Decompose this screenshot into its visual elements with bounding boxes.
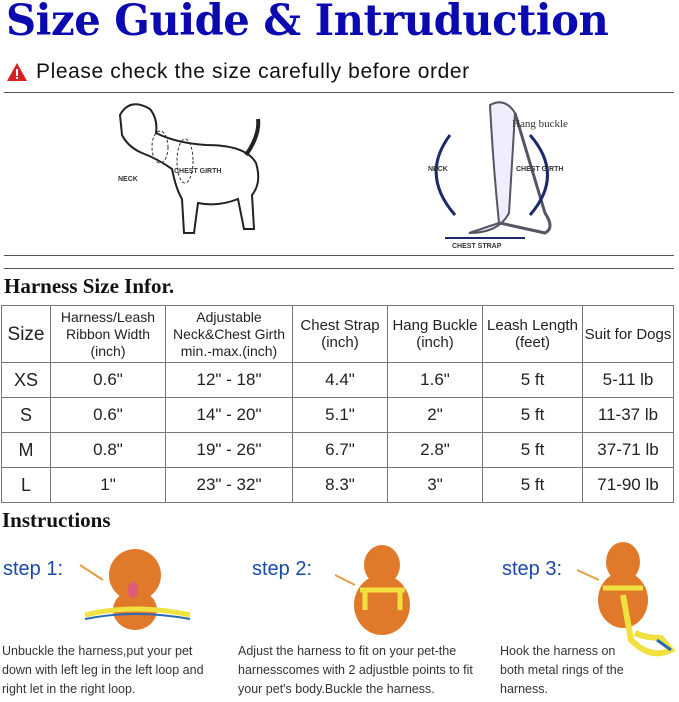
- table-row: L 1" 23" - 32" 8.3" 3" 5 ft 71-90 lb: [1, 467, 674, 503]
- column-header: Size: [1, 305, 51, 363]
- column-header: Chest Strap (inch): [292, 305, 388, 363]
- divider: [4, 92, 674, 93]
- neck-label: NECK: [118, 176, 138, 183]
- table-cell: 2": [387, 397, 483, 433]
- column-header: Suit for Dogs: [582, 305, 674, 363]
- table-cell: 5-11 lb: [582, 362, 674, 398]
- table-cell: 12" - 18": [165, 362, 293, 398]
- table-cell: 71-90 lb: [582, 467, 674, 503]
- table-cell: 0.6": [50, 397, 166, 433]
- divider: [4, 268, 674, 269]
- table-cell: 1": [50, 467, 166, 503]
- table-cell: S: [1, 397, 51, 433]
- table-cell: 19" - 26": [165, 432, 293, 468]
- column-header: Adjustable Neck&Chest Girth min.-max.(in…: [165, 305, 293, 363]
- warning-notice: Please check the size carefully before o…: [6, 60, 470, 84]
- table-cell: XS: [1, 362, 51, 398]
- table-row: XS 0.6" 12" - 18" 4.4" 1.6" 5 ft 5-11 lb: [1, 362, 674, 398]
- table-cell: 1.6": [387, 362, 483, 398]
- table-cell: 5 ft: [482, 432, 583, 468]
- table-title: Harness Size Infor.: [4, 274, 175, 298]
- warning-text: Please check the size carefully before o…: [36, 60, 470, 83]
- table-cell: 5 ft: [482, 362, 583, 398]
- step-2-dog-illustration: [334, 545, 410, 635]
- table-cell: 14" - 20": [165, 397, 293, 433]
- table-cell: 3": [387, 467, 483, 503]
- step-1-dog-illustration: [79, 549, 191, 630]
- table-cell: L: [1, 467, 51, 503]
- warning-icon: [7, 63, 27, 81]
- neck-label: NECK: [428, 166, 448, 173]
- step-2-label: step 2:: [252, 558, 313, 580]
- table-cell: 2.8": [387, 432, 483, 468]
- table-cell: 11-37 lb: [582, 397, 674, 433]
- table-row: M 0.8" 19" - 26" 6.7" 2.8" 5 ft 37-71 lb: [1, 432, 674, 468]
- dog-measure-illustration: NECK CHEST GIRTH: [118, 103, 261, 234]
- page-title: Size Guide & Intruduction: [6, 0, 609, 46]
- chest-strap-label: CHEST STRAP: [452, 243, 502, 250]
- step-2-text: Adjust the harness to fit on your pet-th…: [238, 644, 473, 696]
- hang-buckle-label: Hang buckle: [512, 118, 568, 130]
- table-cell: 23" - 32": [165, 467, 293, 503]
- step-3-label: step 3:: [502, 558, 563, 580]
- chest-girth-label: CHEST GIRTH: [516, 166, 563, 173]
- table-header-row: Size Harness/Leash Ribbon Width (inch) A…: [1, 305, 674, 363]
- column-header: Leash Length (feet): [482, 305, 583, 363]
- table-cell: 37-71 lb: [582, 432, 674, 468]
- table-cell: 6.7": [292, 432, 388, 468]
- harness-measure-illustration: Hang buckle NECK CHEST GIRTH CHEST STRAP: [428, 101, 568, 250]
- table-cell: 5 ft: [482, 397, 583, 433]
- table-cell: M: [1, 432, 51, 468]
- table-cell: 0.8": [50, 432, 166, 468]
- table-cell: 4.4": [292, 362, 388, 398]
- column-header: Hang Buckle (inch): [387, 305, 483, 363]
- chest-girth-label: CHEST GIRTH: [174, 168, 221, 175]
- step-1-text: Unbuckle the harness,put your pet down w…: [2, 644, 204, 696]
- table-row: S 0.6" 14" - 20" 5.1" 2" 5 ft 11-37 lb: [1, 397, 674, 433]
- table-cell: 0.6": [50, 362, 166, 398]
- instructions-title: Instructions: [2, 508, 111, 532]
- column-header: Harness/Leash Ribbon Width (inch): [50, 305, 166, 363]
- step-3-dog-illustration: [576, 542, 676, 657]
- step-3-text: Hook the harness on both metal rings of …: [500, 644, 624, 696]
- step-1-label: step 1:: [3, 558, 64, 580]
- size-table: Size Harness/Leash Ribbon Width (inch) A…: [1, 305, 674, 503]
- table-cell: 5.1": [292, 397, 388, 433]
- table-cell: 5 ft: [482, 467, 583, 503]
- table-cell: 8.3": [292, 467, 388, 503]
- divider: [4, 255, 674, 256]
